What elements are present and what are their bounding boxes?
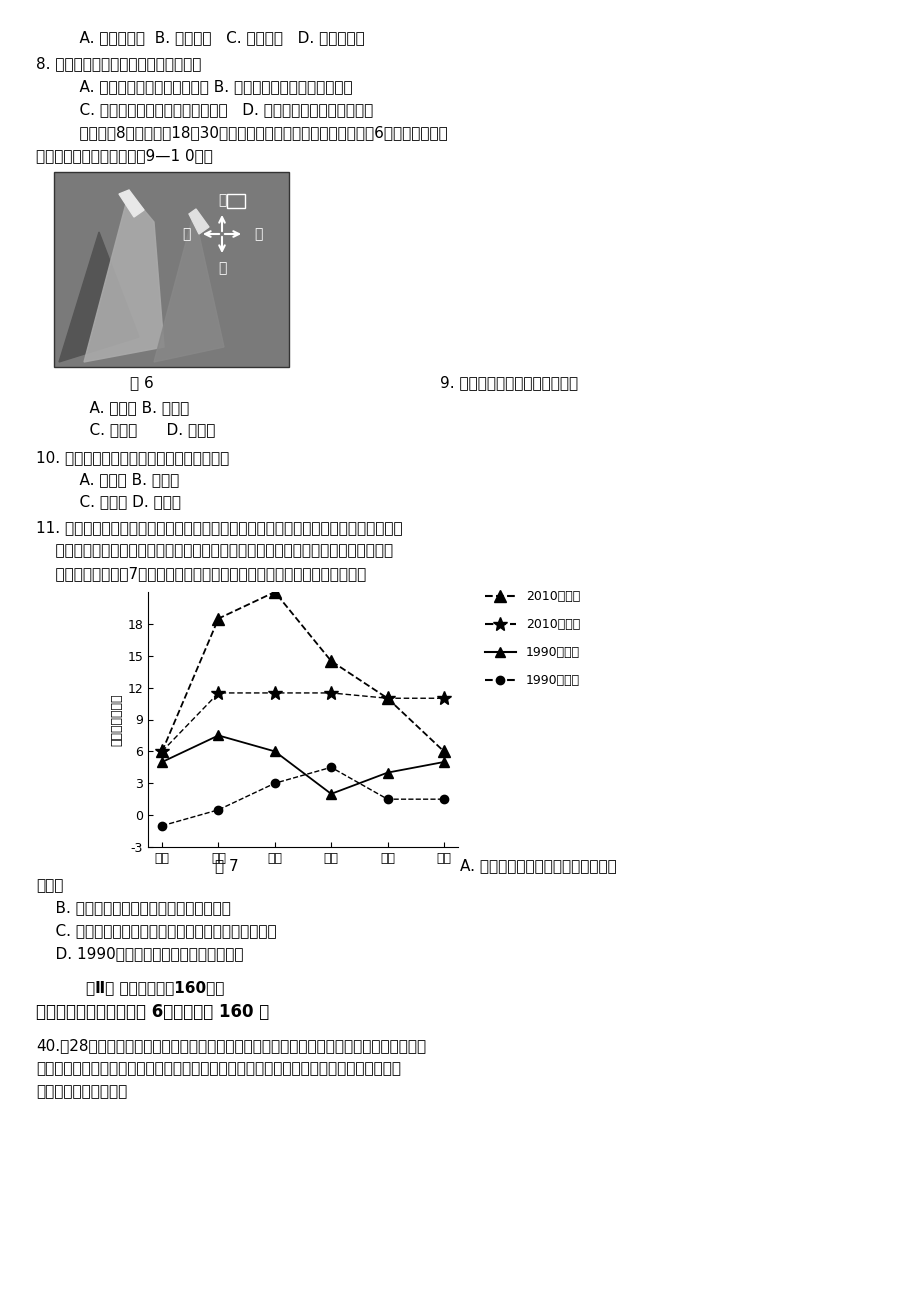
2010年浙江 [438,743,449,759]
Polygon shape [153,212,223,362]
1990年上海 [269,776,280,792]
1990年浙江 [325,786,336,802]
1990年浙江 [212,728,223,743]
Text: 乙: 乙 [254,227,262,241]
2010年浙江 [325,654,336,669]
Text: A. 利用不充分，存在浪费现象 B. 主要用于还田，提高土壤肥力: A. 利用不充分，存在浪费现象 B. 主要用于还田，提高土壤肥力 [60,79,352,94]
2010年上海 [438,690,449,706]
Text: B. 浙江省一直输出图中所列制造业的产品: B. 浙江省一直输出图中所列制造业的产品 [36,900,231,915]
1990年上海 [438,792,449,807]
Line: 2010年浙江: 2010年浙江 [156,586,449,756]
1990年上海 [156,818,167,833]
Text: C. 背阳坡 D. 背风坡: C. 背阳坡 D. 背风坡 [60,493,181,509]
Text: 40.（28分）牙买加是大西洋西侧的一个面积狭小的岛国，岛上地形多山地高原，铝矾土矿储: 40.（28分）牙买加是大西洋西侧的一个面积狭小的岛国，岛上地形多山地高原，铝矾… [36,1038,425,1053]
1990年上海 [325,759,336,775]
1990年上海 [212,802,223,818]
1990年浙江 [269,743,280,759]
2010年浙江 [212,611,223,626]
1990年浙江 [156,754,167,769]
Text: 图 7: 图 7 [215,858,238,874]
1990年浙江 [381,764,392,780]
2010年上海 [212,685,223,700]
2010年上海 [381,690,392,706]
Text: 连山时拍下的照片，请回答9—1 0题。: 连山时拍下的照片，请回答9—1 0题。 [36,148,212,163]
Text: C. 直接作为生活燃料，燃烧效率高   D. 利用方式多样化，科学合理: C. 直接作为生活燃料，燃烧效率高 D. 利用方式多样化，科学合理 [60,102,373,117]
Text: C. 皮革和文体用品可能存在从上海向浙江转移的趋势: C. 皮革和文体用品可能存在从上海向浙江转移的趋势 [36,923,277,937]
Text: 丁: 丁 [182,227,190,241]
2010年上海 [269,685,280,700]
1990年浙江 [438,754,449,769]
Text: C. 丙方向      D. 丁方向: C. 丙方向 D. 丁方向 [70,422,215,437]
2010年浙江 [381,690,392,706]
Legend: 2010年浙江, 2010年上海, 1990年浙江, 1990年上海: 2010年浙江, 2010年上海, 1990年浙江, 1990年上海 [479,586,584,693]
Text: 第Ⅱ卷 非选择题（共160分）: 第Ⅱ卷 非选择题（共160分） [65,980,224,995]
Text: A. 甲方向 B. 乙方向: A. 甲方向 B. 乙方向 [70,400,189,415]
Text: D. 1990年上海的产业竞争力均高于浙江: D. 1990年上海的产业竞争力均高于浙江 [36,947,244,961]
2010年上海 [156,743,167,759]
Bar [54,172,289,367]
1990年上海 [381,792,392,807]
Text: 某旅客于8月中旬坐咄18：30起飞的飞机，从西安飞往乌鲁木齐，图6为该旅客途经祖: 某旅客于8月中旬坐咄18：30起飞的飞机，从西安飞往乌鲁木齐，图6为该旅客途经祖 [60,125,448,141]
Text: 8. 有关该县农村秸秆利用方式的说法是: 8. 有关该县农村秸秆利用方式的说法是 [36,56,201,72]
Line: 1990年上海: 1990年上海 [158,763,448,829]
Text: 二、非选择题：本大题共 6小题，满分 160 分: 二、非选择题：本大题共 6小题，满分 160 分 [36,1003,269,1021]
Text: 丙: 丙 [218,260,226,275]
Text: A. 家具企业从上海向浙江转移的趋势: A. 家具企业从上海向浙江转移的趋势 [460,858,616,874]
Line: 2010年上海: 2010年上海 [155,686,450,758]
Text: 9. 此时飞机的飞行方向是图中的: 9. 此时飞机的飞行方向是图中的 [439,375,577,391]
Text: 最明显: 最明显 [36,878,63,893]
2010年浙江 [156,743,167,759]
Polygon shape [59,232,139,362]
Bar [227,194,244,208]
Text: 图 6: 图 6 [130,375,153,391]
Polygon shape [119,190,144,217]
Text: 10. 图中的冰雪仅分布在山的一侧，此侧属于: 10. 图中的冰雪仅分布在山的一侧，此侧属于 [36,450,229,465]
Line: 1990年浙江: 1990年浙江 [157,730,448,798]
Y-axis label: 产业竞争力系数: 产业竞争力系数 [110,693,123,746]
Text: 争力系数越大，产业竞争力也就越强。各地产业竞争力系数的变化，可以反映产业转: 争力系数越大，产业竞争力也就越强。各地产业竞争力系数的变化，可以反映产业转 [36,543,392,559]
Text: 量丰富，居世界第四位。旅游业、矿业、农业是国民经济的支柱。根据下列材料，结合所学: 量丰富，居世界第四位。旅游业、矿业、农业是国民经济的支柱。根据下列材料，结合所学 [36,1061,401,1075]
Text: A. 向阳坡 B. 迎风坡: A. 向阳坡 B. 迎风坡 [60,473,179,487]
Text: 移的动态趋势。图7为上海市与浙江省各产业竞争力系数变化图，此图表现了: 移的动态趋势。图7为上海市与浙江省各产业竞争力系数变化图，此图表现了 [36,566,366,581]
2010年浙江 [269,585,280,600]
Polygon shape [188,210,209,234]
Polygon shape [84,191,164,362]
Text: 11. 区域产业竞争力系数表示该区域某产业产品的输出额占一定区域市场的比重，产业竞: 11. 区域产业竞争力系数表示该区域某产业产品的输出额占一定区域市场的比重，产业… [36,519,403,535]
2010年上海 [325,685,336,700]
Text: 知识，完成下列问题。: 知识，完成下列问题。 [36,1085,127,1099]
Text: A. 土地盐碱化  B. 水土流失   C. 酸雨危害   D. 臭氧层破坏: A. 土地盐碱化 B. 水土流失 C. 酸雨危害 D. 臭氧层破坏 [60,30,364,46]
Text: 甲: 甲 [218,193,226,207]
